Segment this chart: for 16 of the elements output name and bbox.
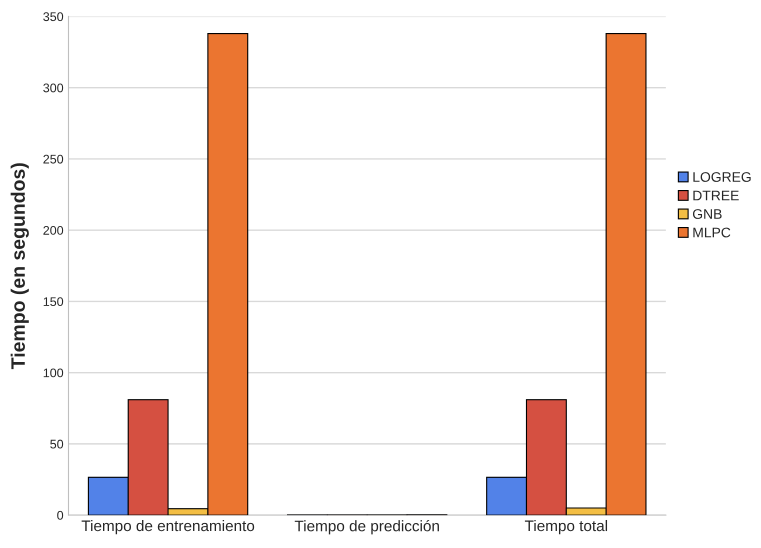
legend-label: MLPC [693,228,730,238]
y-axis-title: Tiempo (en segundos) [10,163,29,370]
x-tick-label: Tiempo de entrenamiento [82,520,254,534]
y-tick-label: 150 [44,297,64,306]
y-tick-label: 200 [43,226,64,235]
y-tick-label: 0 [57,510,64,520]
y-tick-label: 50 [50,440,64,449]
y-tick-label: 350 [43,12,64,22]
x-tick-label: Tiempo total [524,520,608,534]
x-tick-label: Tiempo de predicción [294,520,439,534]
legend-label: LOGREG [693,172,751,182]
legend-label: DTREE [693,190,739,200]
legend-label: GNB [692,209,722,219]
y-tick-label: 100 [44,368,64,378]
y-tick-label: 300 [43,83,64,92]
y-tick-label: 250 [43,154,64,164]
